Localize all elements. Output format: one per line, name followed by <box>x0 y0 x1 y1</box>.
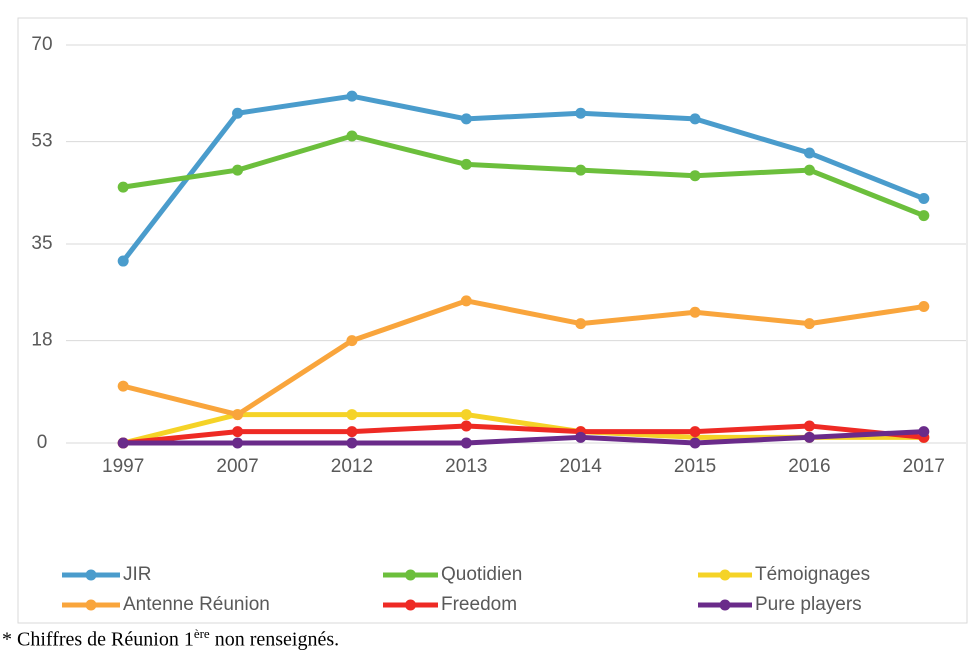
data-point <box>689 426 701 438</box>
data-point <box>346 437 358 449</box>
data-point <box>918 301 930 313</box>
x-tick-label: 2012 <box>331 456 373 477</box>
legend-label: JIR <box>123 564 152 585</box>
data-point <box>803 164 815 176</box>
x-tick-label: 2013 <box>445 456 487 477</box>
data-point <box>460 409 472 421</box>
data-point <box>803 147 815 159</box>
data-point <box>689 306 701 318</box>
data-point <box>689 113 701 125</box>
data-point <box>803 318 815 330</box>
data-point <box>460 420 472 432</box>
x-tick-label: 2007 <box>216 456 258 477</box>
data-point <box>117 181 129 193</box>
data-point <box>918 210 930 222</box>
data-point <box>346 335 358 347</box>
footnote-sup: ère <box>193 626 210 641</box>
x-tick-label: 2016 <box>788 456 830 477</box>
series-line <box>121 93 925 263</box>
data-point <box>460 437 472 449</box>
x-tick-label: 1997 <box>102 456 144 477</box>
data-point <box>117 437 129 449</box>
data-point <box>232 107 244 119</box>
y-tick-label: 35 <box>31 233 52 254</box>
data-point <box>117 255 129 267</box>
data-point <box>346 409 358 421</box>
legend-label: Antenne Réunion <box>123 594 270 615</box>
legend-label: Quotidien <box>441 564 522 585</box>
series-line <box>122 423 925 446</box>
data-point <box>232 426 244 438</box>
footnote-text: * Chiffres de Réunion 1 <box>2 628 194 651</box>
data-point <box>117 380 129 392</box>
data-point <box>689 170 701 182</box>
y-tick-label: 70 <box>31 34 52 55</box>
data-point <box>575 318 587 330</box>
y-tick-label: 0 <box>37 432 48 453</box>
data-point <box>689 437 701 449</box>
data-point <box>232 437 244 449</box>
data-point <box>575 431 587 443</box>
footnote-text: non renseignés. <box>209 628 340 651</box>
data-point <box>346 130 358 142</box>
x-tick-label: 2015 <box>674 456 716 477</box>
legend-marker <box>719 569 731 581</box>
legend-label: Témoignages <box>755 564 870 585</box>
legend-marker <box>405 599 416 611</box>
data-point <box>460 113 472 125</box>
data-point <box>460 295 472 307</box>
data-point <box>346 90 358 102</box>
data-point <box>232 409 244 421</box>
footnote: * Chiffres de Réunion 1ère non renseigné… <box>2 626 339 652</box>
data-point <box>918 193 930 205</box>
data-point <box>346 426 358 438</box>
data-point <box>803 420 815 432</box>
legend-marker <box>85 599 97 611</box>
x-tick-label: 2014 <box>560 456 603 477</box>
series-line <box>123 429 924 446</box>
legend-marker <box>85 569 97 581</box>
data-point <box>918 426 930 438</box>
x-tick-label: 2017 <box>903 456 945 477</box>
chart: 0 18 35 53 70 1997 2007 2012 2013 2014 2015 2016 201… <box>17 17 968 624</box>
data-point <box>460 158 472 170</box>
data-point <box>575 164 587 176</box>
data-point <box>232 164 244 176</box>
data-point <box>803 431 815 443</box>
series-line <box>122 133 925 218</box>
series-line <box>122 298 925 418</box>
legend-label: Freedom <box>441 594 517 615</box>
chart-frame <box>17 17 968 624</box>
legend-marker <box>719 599 731 611</box>
legend-marker <box>405 569 416 581</box>
legend-label: Pure players <box>755 594 862 615</box>
data-point <box>575 107 587 119</box>
y-tick-label: 18 <box>31 330 52 351</box>
y-tick-label: 53 <box>31 131 52 152</box>
